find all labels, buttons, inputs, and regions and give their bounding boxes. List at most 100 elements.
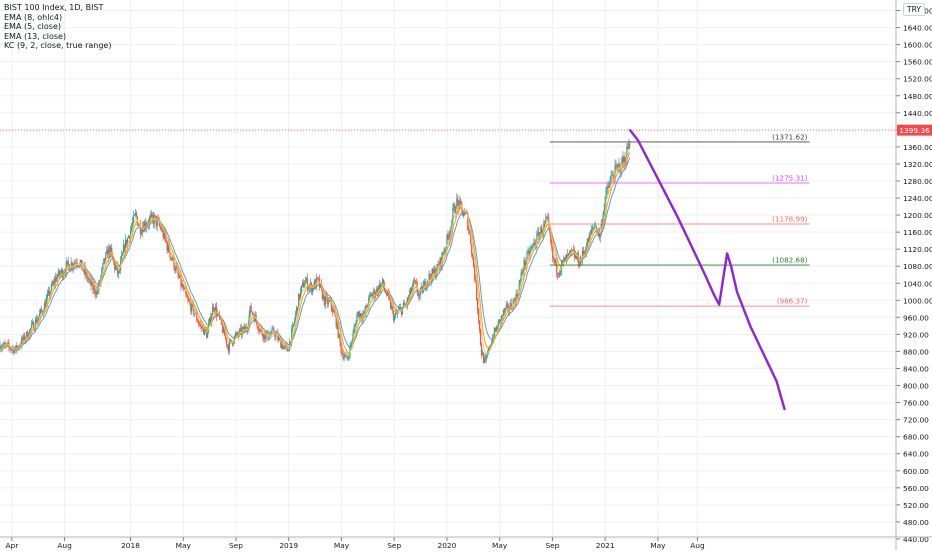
ema-5-label[interactable]: EMA (5, close) [4,22,61,32]
candle [457,194,459,207]
candle [34,316,37,332]
keltner-channel-label[interactable]: KC (9, 2, close, true range) [4,41,112,51]
y-tick-label: 800.00 [903,382,929,391]
candle [1,343,3,352]
x-tick-label: 2020 [438,541,457,550]
y-tick-label: 480.00 [903,518,929,527]
candle [364,306,366,314]
candle [447,230,449,241]
x-tick-label: Apr [5,541,19,550]
candle [174,265,176,274]
ema-13-label[interactable]: EMA (13, close) [4,31,67,41]
candle [347,353,349,361]
candle [476,297,479,315]
ema-8-label[interactable]: EMA (8, ohlc4) [4,12,63,22]
candle [18,345,20,350]
ema-lines [0,148,631,357]
candle [171,255,173,261]
y-tick-label: 1040.00 [903,279,932,288]
y-tick-label: 920.00 [903,330,929,339]
candle [482,351,485,364]
candle [48,286,51,301]
candle [66,260,68,267]
candle [144,217,146,233]
candle [513,296,515,302]
candle [476,279,478,301]
candle [396,310,399,319]
grid-lines [0,0,896,540]
candle [354,322,356,333]
candle [499,319,501,327]
projection-path [629,129,786,411]
candle [47,286,50,297]
y-tick-label: 1320.00 [903,160,932,169]
candle [130,222,133,233]
candle [502,308,504,321]
currency-label[interactable]: TRY [903,3,925,16]
y-tick-label: 1120.00 [903,245,932,254]
candle [468,225,470,235]
x-tick-label: 2018 [121,541,140,550]
fib-level-label: (1082.68) [772,256,808,265]
y-tick-label: 1640.00 [903,24,932,33]
candle [509,299,511,311]
candle [121,250,123,262]
candle [483,354,486,364]
candle [59,270,61,279]
candle [342,349,344,361]
candle [281,341,283,350]
x-tick-label: May [492,541,508,550]
y-tick-label: 1480.00 [903,92,932,101]
y-tick-label: 880.00 [903,347,929,356]
candle [372,292,374,299]
candle [555,258,557,266]
candle [303,280,306,288]
candle [579,255,582,267]
candle [418,293,420,301]
candle [87,276,89,284]
candle [340,341,342,357]
candle [249,305,251,319]
y-tick-label: 1200.00 [903,211,932,220]
x-tick-label: May [650,541,666,550]
candle [484,354,487,364]
candle [537,226,539,236]
price-axis[interactable]: 440.00 480.00 520.00 560.00 600.00 640.00 680.… [895,0,932,550]
candle [275,330,277,341]
candle [516,289,518,299]
fib-level-label: (986.37) [777,297,808,306]
candle [259,328,261,333]
candle [83,262,85,275]
y-tick-label: 760.00 [903,399,929,408]
candle [4,339,6,345]
candle [442,250,444,257]
candle [33,320,35,331]
candle [40,305,43,313]
candle [557,273,559,280]
fib-level-label: (1371.62) [772,132,808,141]
candle [390,302,393,311]
candle [141,221,143,238]
candle [319,283,321,289]
candle [494,327,496,333]
candle [262,333,264,342]
candle [306,273,309,293]
candle [208,319,210,334]
candle [599,231,601,243]
candle [558,272,560,278]
fib-level-label: (1275.31) [772,173,808,182]
candle [215,302,218,321]
symbol-title[interactable]: BIST 100 Index, 1D, BIST [4,3,104,12]
candle [598,227,600,241]
candle [510,298,512,311]
candle [150,209,152,219]
candle [293,323,295,328]
candle [402,300,405,308]
candle [437,260,439,266]
candle [356,312,358,324]
candle [357,311,359,317]
candle [606,183,608,196]
time-axis[interactable]: Apr Aug 2018 May Sep 2019 May Sep 2020 May Sep 2021… [0,536,932,550]
